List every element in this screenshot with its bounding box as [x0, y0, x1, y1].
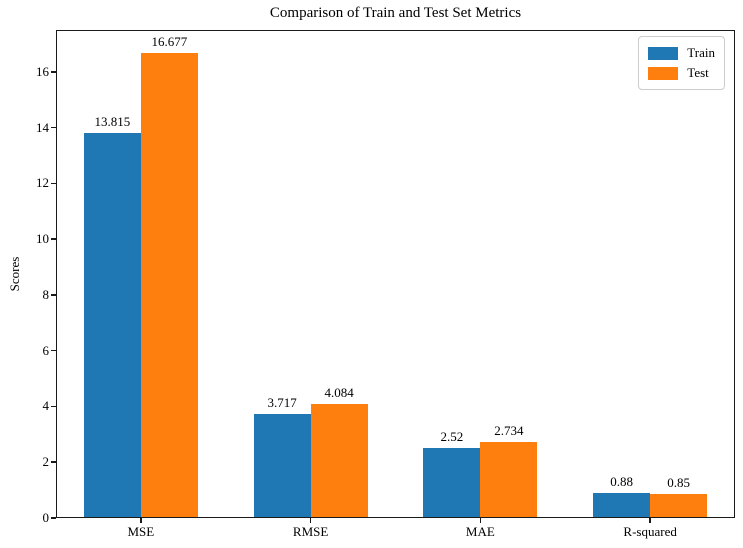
y-tick-mark: [51, 349, 56, 352]
x-tick-mark: [140, 518, 142, 523]
y-tick-mark: [51, 294, 56, 296]
legend-item-train: Train: [648, 43, 715, 63]
y-tick-label: 12: [36, 175, 49, 191]
y-tick-label: 8: [42, 286, 50, 302]
bar-train-mse: [83, 132, 141, 518]
y-tick-mark: [51, 126, 56, 129]
bar-value-label: 2.52: [440, 428, 464, 444]
chart-title: Comparison of Train and Test Set Metrics: [269, 5, 522, 21]
bar-train-mae: [423, 447, 481, 518]
bar-test-r-squared: [650, 494, 708, 518]
bar-train-r-squared: [593, 493, 651, 518]
bar-value-label: 16.677: [151, 33, 188, 49]
legend-swatch-test: [648, 66, 679, 80]
legend-label-test: Test: [687, 65, 709, 80]
x-tick-label: RMSE: [292, 524, 329, 539]
y-tick-mark: [51, 238, 56, 240]
x-tick-label: MSE: [127, 524, 155, 539]
legend-item-test: Test: [648, 63, 715, 83]
y-tick-label: 0: [42, 510, 50, 525]
y-tick-mark: [51, 461, 56, 463]
bar-value-label: 4.084: [324, 385, 354, 401]
bar-value-label: 2.734: [494, 422, 524, 438]
y-tick-label: 4: [42, 398, 50, 414]
x-tick-label: MAE: [465, 524, 495, 539]
x-tick-label: R-squared: [623, 524, 677, 539]
bar-test-mse: [140, 52, 198, 518]
bar-test-rmse: [310, 404, 368, 518]
x-tick-mark: [309, 518, 312, 523]
y-tick-mark: [51, 405, 56, 408]
y-tick-mark: [51, 517, 56, 519]
bar-value-label: 0.85: [667, 475, 690, 491]
bar-value-label: 13.815: [94, 113, 131, 129]
y-tick-mark: [51, 71, 56, 73]
x-tick-mark: [649, 518, 651, 523]
y-tick-label: 2: [42, 454, 50, 470]
y-tick-label: 16: [36, 63, 49, 79]
y-tick-label: 6: [42, 342, 50, 358]
legend: Train Test: [638, 36, 725, 90]
y-tick-label: 14: [36, 119, 49, 135]
y-tick-label: 10: [36, 231, 49, 247]
legend-label-train: Train: [687, 45, 715, 60]
bar-value-label: 3.717: [267, 395, 297, 411]
x-tick-mark: [479, 518, 482, 523]
y-tick-mark: [51, 182, 56, 185]
bar-train-rmse: [253, 414, 311, 518]
bar-value-label: 0.88: [610, 474, 633, 490]
bar-test-mae: [480, 441, 538, 518]
legend-swatch-train: [648, 46, 679, 60]
